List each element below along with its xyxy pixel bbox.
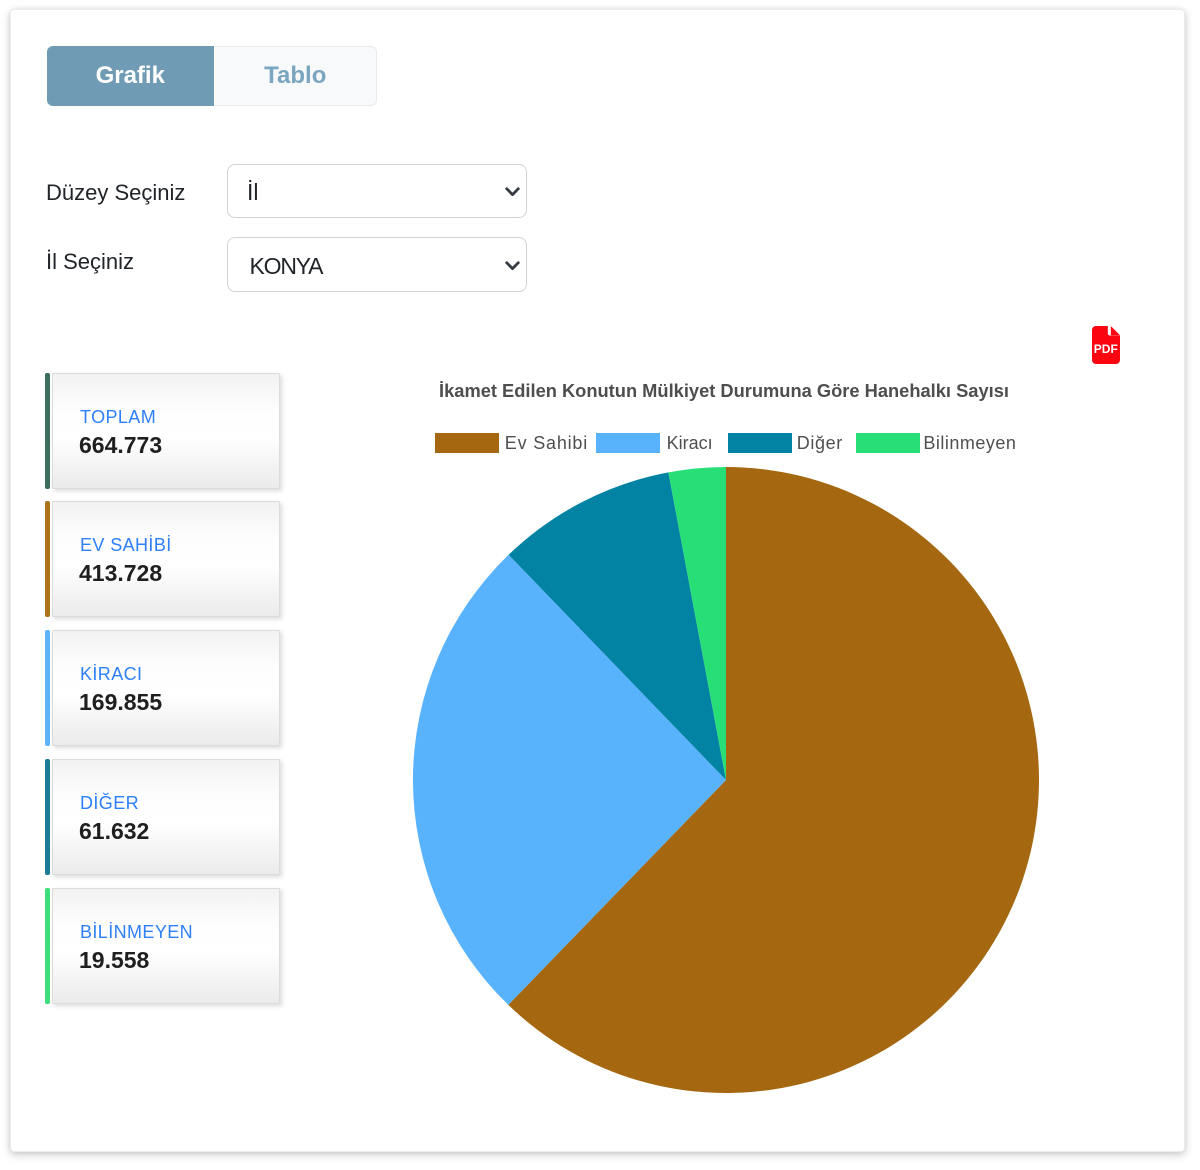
svg-text:PDF: PDF [1094, 342, 1118, 356]
